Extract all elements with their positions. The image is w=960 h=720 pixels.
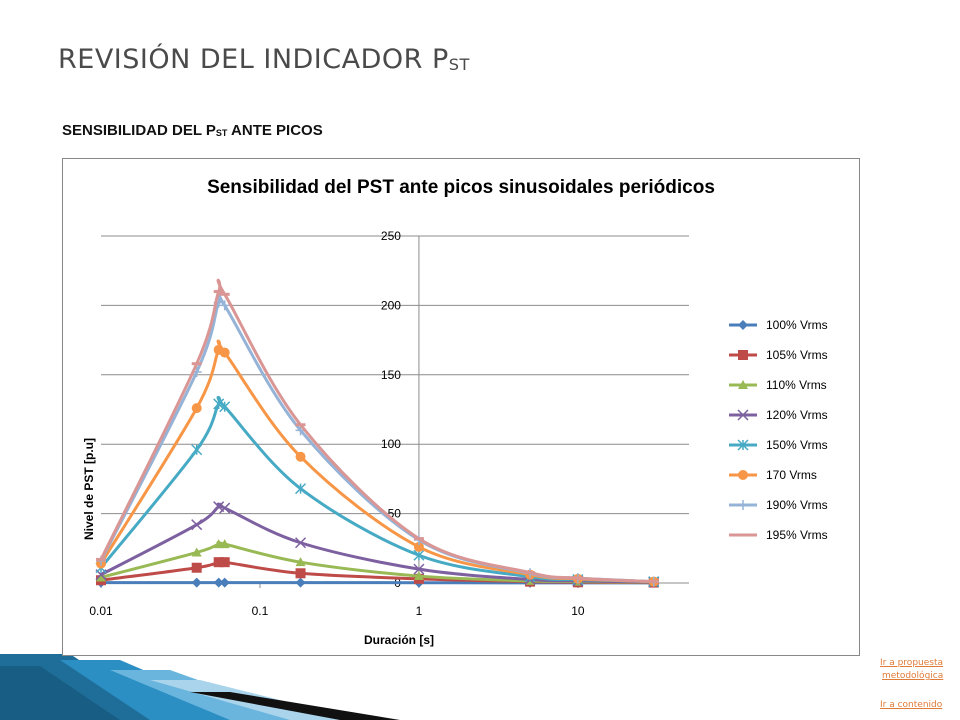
data-point (191, 362, 202, 366)
x-tick-label: 10 (571, 604, 585, 618)
data-point (219, 577, 230, 588)
legend-label: 105% Vrms (766, 348, 828, 362)
slide-title-main: REVISIÓN DEL INDICADOR P (58, 44, 449, 75)
y-tick-label: 250 (381, 229, 401, 243)
x-tick-label: 0.1 (252, 604, 269, 618)
data-point (219, 401, 231, 413)
legend-swatch-marker (738, 470, 748, 480)
data-point (295, 483, 307, 495)
link-propuesta-line2[interactable]: metodológica (882, 671, 944, 681)
legend-label: 120% Vrms (766, 408, 828, 422)
data-point (219, 557, 230, 568)
y-tick-label: 100 (381, 437, 401, 451)
data-point (96, 572, 106, 582)
data-point (413, 541, 424, 552)
x-tick-label: 1 (416, 604, 423, 618)
legend-swatch-marker (738, 320, 748, 330)
data-point (572, 576, 583, 580)
data-point (413, 563, 425, 575)
series-line (99, 339, 654, 584)
data-point (191, 444, 203, 456)
data-point (213, 290, 224, 294)
y-axis-label: Nivel de PST [p.u] (82, 438, 96, 540)
section-title-rest: ANTE PICOS (227, 122, 323, 139)
decorative-stripes (0, 654, 400, 720)
data-point (191, 519, 203, 531)
data-point (295, 537, 307, 549)
legend-label: 195% Vrms (766, 528, 828, 542)
legend-label: 150% Vrms (766, 438, 828, 452)
link-propuesta-metodologica[interactable]: Ir a propuesta metodológica (880, 658, 943, 681)
data-point (413, 537, 424, 541)
legend-swatch-marker (738, 350, 748, 360)
data-point (219, 502, 231, 514)
data-point (191, 577, 202, 588)
legend-swatch-marker (738, 533, 748, 537)
legend-swatch-marker (738, 380, 748, 389)
section-title-main: SENSIBILIDAD DEL P (62, 122, 216, 139)
link-ir-a-contenido[interactable]: Ir a contenido (880, 700, 943, 710)
data-point (295, 568, 306, 579)
section-title: SENSIBILIDAD DEL PST ANTE PICOS (62, 122, 323, 139)
data-point (295, 577, 306, 588)
legend-swatch-marker (737, 439, 749, 451)
data-point (213, 398, 225, 410)
data-point (219, 539, 230, 549)
section-title-subscript: ST (215, 127, 228, 138)
slide-title: REVISIÓN DEL INDICADOR PST (58, 44, 470, 75)
legend-label: 190% Vrms (766, 498, 828, 512)
x-axis-label: Duración [s] (364, 633, 434, 647)
data-point (219, 347, 230, 358)
data-point (525, 571, 536, 575)
slide-title-subscript: ST (448, 54, 470, 74)
legend-label: 170 Vrms (766, 468, 817, 482)
x-tick-label: 0.01 (89, 604, 113, 618)
data-point (213, 577, 224, 588)
legend-label: 110% Vrms (766, 378, 827, 392)
chart-container: Sensibilidad del PST ante picos sinusoid… (62, 158, 860, 656)
series-line (99, 290, 654, 584)
legend-label: 100% Vrms (766, 318, 828, 332)
y-tick-label: 200 (381, 298, 401, 312)
series-line (99, 395, 654, 584)
link-propuesta-line1[interactable]: Ir a propuesta (880, 658, 943, 668)
data-point (191, 547, 202, 557)
data-point (191, 403, 202, 414)
data-point (213, 557, 224, 568)
chart-svg: Sensibilidad del PST ante picos sinusoid… (82, 177, 828, 647)
data-point (219, 292, 230, 296)
data-point (96, 557, 106, 561)
data-point (648, 580, 659, 584)
legend-swatch-marker (738, 500, 748, 510)
data-point (295, 451, 306, 462)
data-point (219, 300, 230, 311)
data-point (295, 557, 306, 567)
data-point (191, 562, 202, 573)
data-point (413, 571, 424, 581)
legend-swatch-marker (737, 409, 749, 421)
y-tick-label: 150 (381, 368, 401, 382)
chart-title: Sensibilidad del PST ante picos sinusoid… (207, 177, 715, 198)
data-point (295, 423, 306, 427)
